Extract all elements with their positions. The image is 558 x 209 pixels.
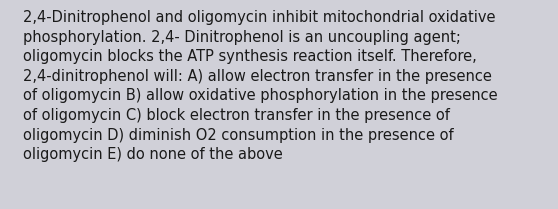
Text: 2,4-Dinitrophenol and oligomycin inhibit mitochondrial oxidative
phosphorylation: 2,4-Dinitrophenol and oligomycin inhibit… <box>23 10 498 162</box>
